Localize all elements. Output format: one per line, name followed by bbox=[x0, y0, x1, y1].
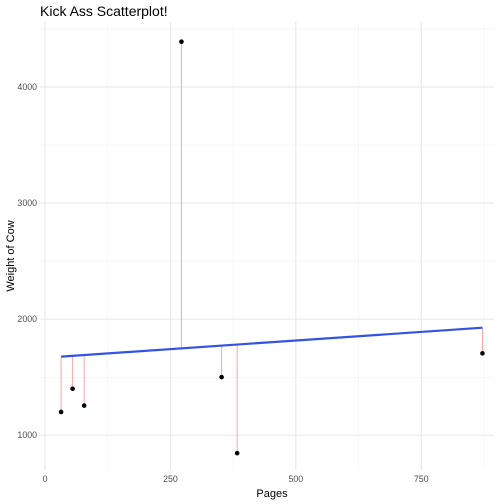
x-tick-label: 250 bbox=[163, 474, 178, 484]
y-tick-label: 1000 bbox=[17, 430, 37, 440]
data-point bbox=[58, 409, 64, 415]
tick-labels: 0 250 500 750 1000 2000 3000 4000 bbox=[17, 82, 428, 484]
residual-segments bbox=[60, 41, 483, 454]
regression-line-group bbox=[60, 326, 483, 358]
y-tick-label: 2000 bbox=[17, 314, 37, 324]
data-points bbox=[58, 39, 485, 456]
x-axis-title: Pages bbox=[256, 488, 288, 500]
data-point bbox=[234, 450, 240, 456]
y-tick-label: 4000 bbox=[17, 82, 37, 92]
grid bbox=[40, 22, 494, 470]
x-tick-label: 750 bbox=[414, 474, 429, 484]
regression-line bbox=[60, 326, 483, 358]
y-tick-label: 3000 bbox=[17, 198, 37, 208]
data-point bbox=[219, 374, 224, 380]
x-tick-label: 500 bbox=[289, 474, 304, 484]
y-axis-title: Weight of Cow bbox=[5, 220, 17, 291]
x-tick-label: 0 bbox=[43, 474, 48, 484]
data-point bbox=[179, 39, 184, 45]
chart-title: Kick Ass Scatterplot! bbox=[40, 3, 168, 19]
data-point bbox=[81, 403, 87, 408]
data-point bbox=[480, 351, 485, 356]
data-point bbox=[70, 386, 75, 392]
